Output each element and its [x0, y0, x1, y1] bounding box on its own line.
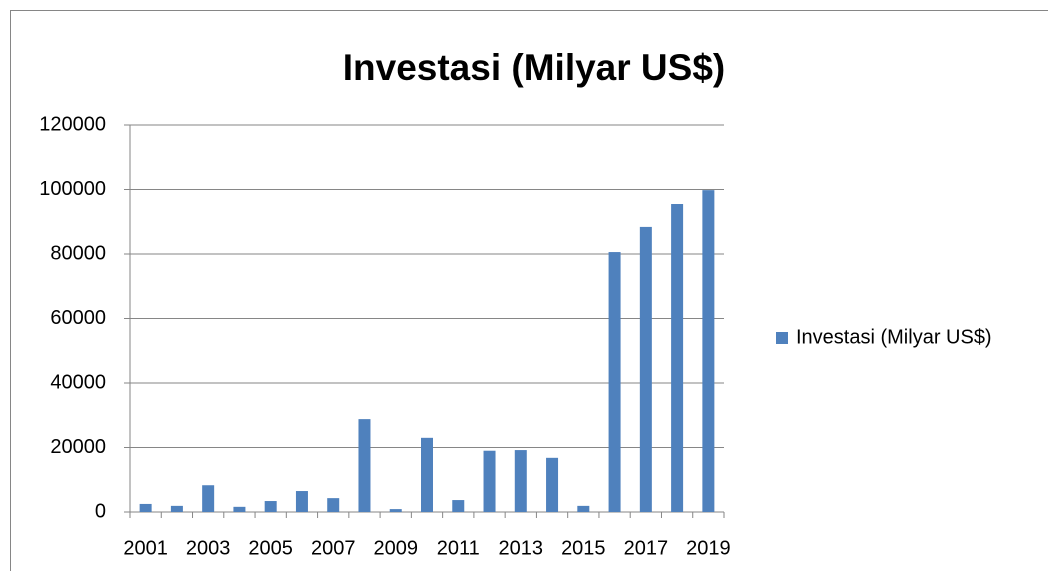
bar	[702, 190, 715, 512]
bar	[514, 450, 527, 512]
bar	[295, 491, 308, 512]
bar	[577, 505, 590, 512]
bar	[483, 450, 496, 512]
bar	[202, 485, 215, 512]
chart-title: Investasi (Milyar US$)	[343, 47, 725, 88]
bar	[358, 419, 371, 512]
bar	[608, 252, 621, 512]
y-tick-label: 60000	[50, 307, 106, 329]
y-tick-label: 80000	[50, 242, 106, 264]
bar	[671, 204, 684, 512]
x-tick-label: 2005	[248, 537, 293, 559]
bar	[389, 509, 402, 512]
x-tick-label: 2003	[186, 537, 231, 559]
y-tick-label: 100000	[39, 178, 106, 200]
legend-label: Investasi (Milyar US$)	[796, 326, 992, 348]
bar	[139, 503, 152, 512]
bar	[264, 501, 277, 512]
x-tick-label: 2001	[123, 537, 168, 559]
x-tick-label: 2011	[437, 537, 480, 559]
x-tick-label: 2019	[686, 537, 731, 559]
bar	[327, 498, 340, 512]
bar	[233, 506, 246, 512]
x-tick-label: 2013	[499, 537, 544, 559]
bar	[546, 457, 559, 512]
x-tick-label: 2015	[561, 537, 606, 559]
x-tick-label: 2009	[373, 537, 418, 559]
x-tick-label: 2017	[624, 537, 669, 559]
y-tick-label: 120000	[39, 113, 106, 135]
bar	[452, 500, 465, 512]
bar	[170, 505, 183, 512]
bar	[639, 226, 652, 512]
chart-border	[10, 10, 1048, 571]
y-tick-label: 0	[95, 500, 106, 522]
y-tick-label: 20000	[50, 436, 106, 458]
bar	[421, 437, 433, 512]
y-tick-label: 40000	[50, 371, 106, 393]
x-tick-label: 2007	[311, 537, 356, 559]
legend-swatch	[776, 332, 788, 344]
